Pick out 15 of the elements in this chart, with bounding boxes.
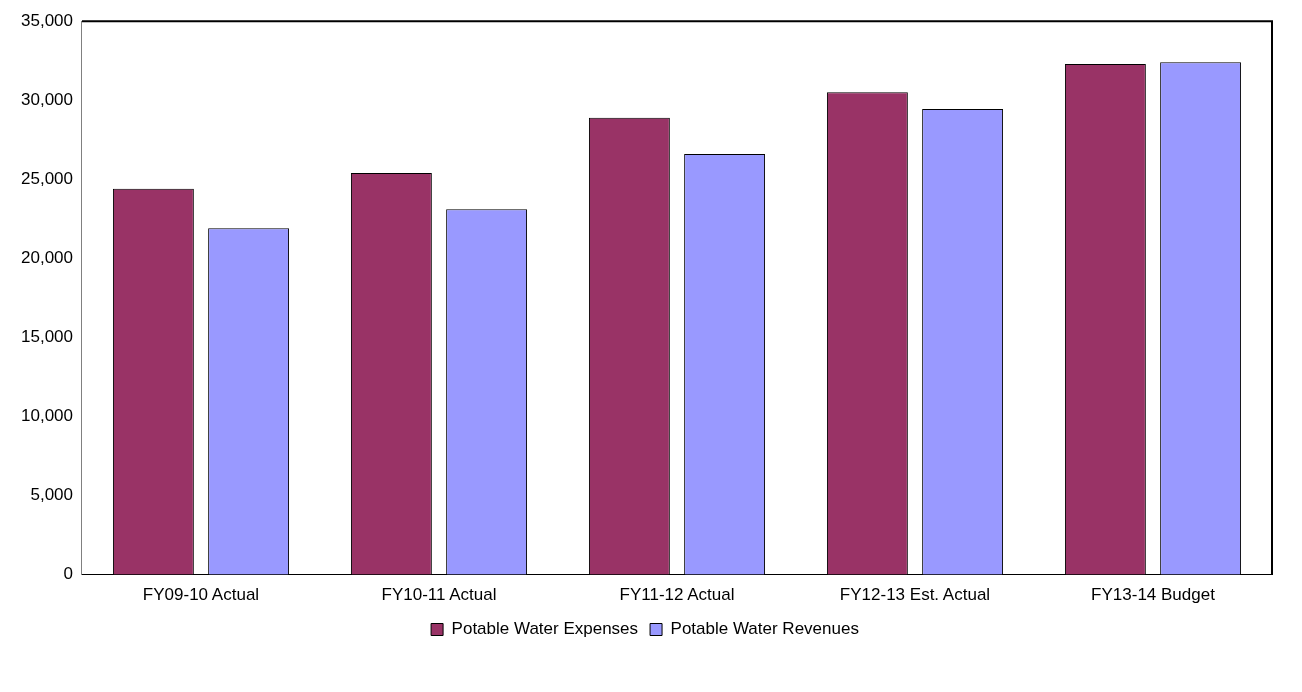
x-tick-label: FY12-13 Est. Actual xyxy=(839,585,991,605)
y-tick-label: 0 xyxy=(63,564,73,584)
x-tick-label: FY10-11 Actual xyxy=(381,585,497,605)
y-tick-label: 10,000 xyxy=(21,406,73,426)
legend-label: Potable Water Expenses xyxy=(451,619,639,639)
x-tick-label: FY11-12 Actual xyxy=(619,585,735,605)
y-tick-label: 20,000 xyxy=(21,248,73,268)
y-tick-label: 15,000 xyxy=(21,327,73,347)
x-tick-label: FY09-10 Actual xyxy=(142,585,260,605)
x-tick-label: FY13-14 Budget xyxy=(1091,585,1216,605)
y-tick-label: 25,000 xyxy=(21,169,73,188)
legend-label: Potable Water Revenues xyxy=(670,619,859,639)
y-tick-label: 30,000 xyxy=(21,89,73,109)
y-tick-label: 35,000 xyxy=(21,10,73,30)
y-tick-label: 5,000 xyxy=(30,485,73,505)
